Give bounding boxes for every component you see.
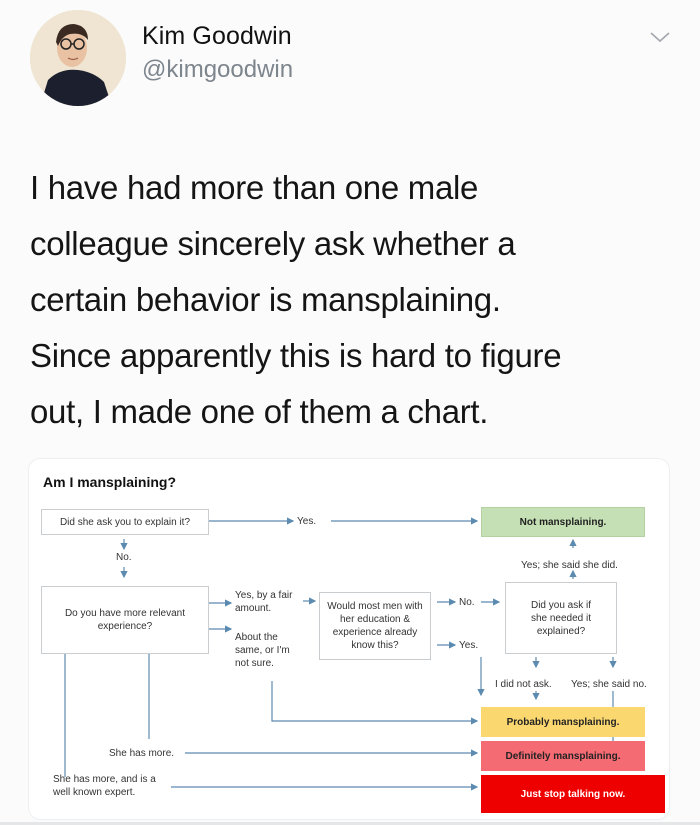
label-q2-yes-fair: Yes, by a fair amount. <box>235 590 293 614</box>
label-q1-no: No. <box>116 552 132 563</box>
tweet-text-line: colleague sincerely ask whether a <box>30 225 516 262</box>
result-definitely-mansplaining: Definitely mansplaining. <box>481 741 645 771</box>
label-q2-about-same: About the same, or I'm not sure. <box>235 632 290 669</box>
divider <box>0 822 700 825</box>
result-not-mansplaining: Not mansplaining. <box>481 507 645 537</box>
question-most-men-know: Would most men with her education & expe… <box>319 592 431 660</box>
label-q1-yes: Yes. <box>297 516 317 527</box>
question-more-experience: Do you have more relevant experience? <box>41 586 209 654</box>
tweet-text-line: I have had more than one male <box>30 169 479 206</box>
avatar[interactable] <box>30 10 126 106</box>
tweet-text-line: out, I made one of them a chart. <box>30 393 489 430</box>
result-just-stop-talking: Just stop talking now. <box>481 775 665 813</box>
tweet-header: Kim Goodwin @kimgoodwin <box>0 0 700 110</box>
chevron-down-icon[interactable] <box>648 28 672 46</box>
avatar-portrait-icon <box>30 10 126 106</box>
result-probably-mansplaining: Probably mansplaining. <box>481 707 645 737</box>
question-did-you-ask: Did you ask if she needed it explained? <box>505 582 617 654</box>
author-handle[interactable]: @kimgoodwin <box>142 56 294 83</box>
tweet-text-line: certain behavior is mansplaining. <box>30 281 501 318</box>
label-q4-yes-did: Yes; she said she did. <box>521 560 618 571</box>
tweet-text-line: Since apparently this is hard to figure <box>30 337 562 374</box>
flowchart-title: Am I mansplaining? <box>43 474 177 490</box>
question-asked-to-explain: Did she ask you to explain it? <box>41 509 209 535</box>
label-she-has-more: She has more. <box>109 748 175 759</box>
author-name[interactable]: Kim Goodwin <box>142 22 292 50</box>
label-she-has-more-expert: She has more, and is a well known expert… <box>53 774 156 798</box>
label-q4-not-ask: I did not ask. <box>495 679 552 690</box>
tweet-text: I have had more than one male colleague … <box>30 160 690 440</box>
label-q3-yes: Yes. <box>459 640 479 651</box>
flowchart-image[interactable]: Am I mansplaining? Did she ask you to ex… <box>28 458 670 820</box>
label-q3-no: No. <box>459 597 475 608</box>
label-q4-yes-no: Yes; she said no. <box>571 679 647 690</box>
